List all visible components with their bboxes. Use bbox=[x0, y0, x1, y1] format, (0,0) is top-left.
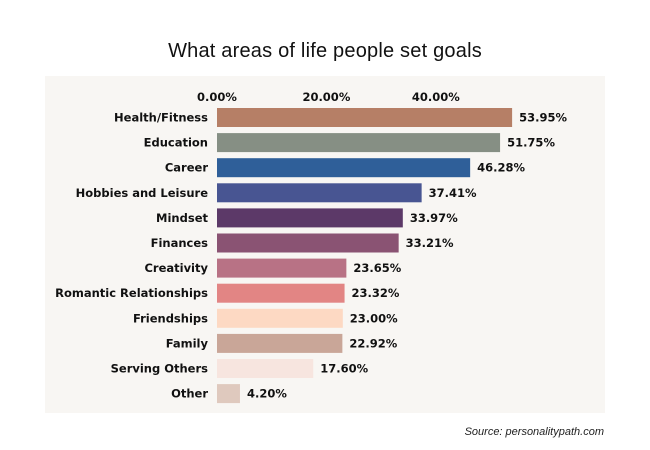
bar bbox=[217, 133, 501, 153]
x-tick-label: 20.00% bbox=[302, 90, 350, 104]
bar bbox=[217, 384, 240, 404]
chart-title: What areas of life people set goals bbox=[168, 40, 482, 62]
bar bbox=[217, 308, 343, 328]
category-label: Family bbox=[166, 336, 209, 350]
data-label: 17.60% bbox=[320, 362, 368, 376]
category-label: Serving Others bbox=[111, 362, 209, 376]
data-label: 46.28% bbox=[477, 161, 525, 175]
category-label: Other bbox=[171, 387, 208, 401]
bar bbox=[217, 108, 513, 127]
category-label: Health/Fitness bbox=[114, 111, 208, 125]
data-label: 33.21% bbox=[406, 236, 454, 250]
data-label: 23.00% bbox=[350, 311, 398, 325]
category-label: Romantic Relationships bbox=[55, 286, 208, 300]
data-label: 53.95% bbox=[519, 111, 567, 125]
data-label: 4.20% bbox=[247, 387, 287, 401]
bar bbox=[217, 183, 422, 203]
bar bbox=[217, 258, 347, 278]
data-label: 51.75% bbox=[507, 136, 555, 150]
category-label: Friendships bbox=[133, 311, 208, 325]
source-note: Source: personalitypath.com bbox=[464, 426, 604, 438]
category-label: Creativity bbox=[144, 261, 208, 275]
data-label: 22.92% bbox=[349, 336, 397, 350]
x-tick-label: 40.00% bbox=[412, 90, 460, 104]
category-label: Education bbox=[144, 136, 208, 150]
x-tick-label: 0.00% bbox=[197, 90, 237, 104]
bar bbox=[217, 359, 314, 378]
bar bbox=[217, 333, 343, 353]
category-label: Finances bbox=[151, 236, 209, 250]
data-label: 23.32% bbox=[352, 286, 400, 300]
category-label: Hobbies and Leisure bbox=[76, 186, 209, 200]
data-label: 23.65% bbox=[353, 261, 401, 275]
bar bbox=[217, 233, 399, 253]
bar bbox=[217, 158, 471, 178]
category-label: Mindset bbox=[156, 211, 208, 225]
data-label: 33.97% bbox=[410, 211, 458, 225]
category-label: Career bbox=[165, 161, 208, 175]
data-label: 37.41% bbox=[429, 186, 477, 200]
bar bbox=[217, 208, 403, 228]
bar bbox=[217, 283, 345, 303]
